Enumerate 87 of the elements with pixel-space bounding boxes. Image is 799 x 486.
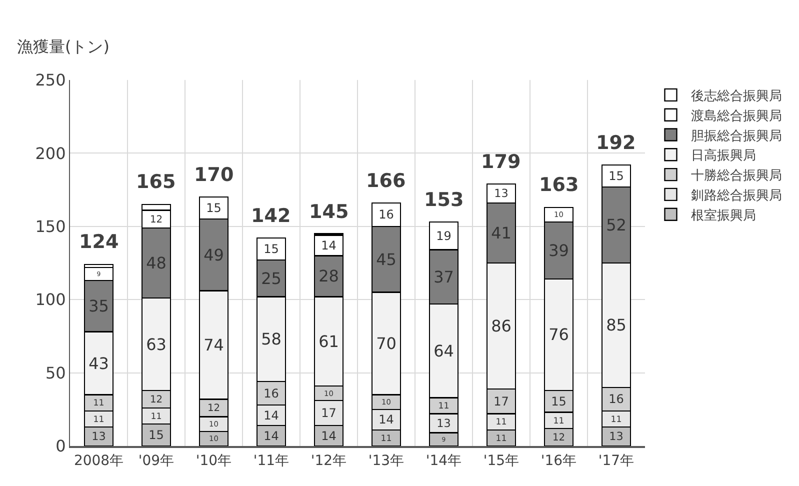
total-label: 170 — [194, 164, 234, 186]
total-label: 124 — [79, 231, 119, 253]
data-label: 11 — [438, 402, 450, 412]
data-label: 58 — [261, 330, 282, 349]
data-label: 11 — [93, 398, 104, 409]
total-label: 142 — [251, 205, 291, 227]
data-label: 15 — [206, 201, 222, 216]
data-label: 15 — [551, 394, 566, 408]
data-label: 12 — [150, 214, 163, 226]
data-label: 52 — [606, 215, 626, 234]
legend-label: 胆振総合振興局 — [690, 128, 782, 144]
data-label: 64 — [434, 341, 454, 360]
total-label: 153 — [424, 189, 464, 211]
data-label: 11 — [553, 416, 564, 426]
data-label: 39 — [548, 241, 569, 260]
data-label: 11 — [496, 434, 507, 444]
data-label: 11 — [380, 434, 392, 444]
total-label: 179 — [481, 151, 521, 173]
y-axis-title: 漁獲量(トン) — [17, 37, 110, 56]
data-label: 19 — [436, 228, 452, 243]
data-label: 14 — [321, 238, 336, 252]
x-tick-label: '16年 — [540, 452, 577, 469]
data-label: 76 — [548, 325, 569, 344]
data-label: 15 — [608, 168, 624, 183]
data-label: 61 — [318, 332, 339, 351]
total-label: 192 — [596, 132, 636, 154]
data-label: 86 — [491, 316, 512, 336]
data-label: 43 — [88, 354, 109, 373]
data-label: 14 — [321, 428, 336, 443]
data-label: 17 — [494, 394, 509, 408]
y-tick-label: 200 — [35, 144, 66, 163]
x-tick-label: 2008年 — [74, 452, 124, 469]
data-label: 35 — [88, 296, 109, 316]
x-tick-label: '11年 — [253, 452, 290, 469]
data-label: 74 — [204, 335, 224, 354]
data-label: 16 — [378, 208, 394, 222]
legend-label: 日高振興局 — [690, 148, 756, 164]
data-label: 12 — [552, 432, 566, 444]
data-label: 70 — [376, 334, 396, 354]
total-label: 165 — [136, 171, 176, 193]
data-label: 11 — [496, 418, 507, 428]
total-label: 166 — [366, 170, 406, 192]
x-tick-label: '14年 — [426, 452, 462, 469]
legend-label: 釧路総合振興局 — [690, 188, 782, 204]
data-label: 11 — [150, 412, 162, 422]
data-label: 14 — [264, 428, 279, 443]
data-label: 16 — [608, 392, 624, 406]
data-label: 11 — [610, 414, 622, 425]
data-label: 13 — [494, 187, 508, 200]
data-label: 37 — [434, 267, 454, 286]
total-label: 163 — [539, 174, 579, 196]
data-label: 14 — [378, 412, 394, 427]
data-label: 12 — [150, 394, 163, 406]
data-label: 11 — [93, 414, 104, 425]
data-label: 16 — [264, 386, 279, 400]
data-label: 13 — [436, 417, 451, 430]
legend-label: 渡島総合振興局 — [690, 108, 782, 124]
y-tick-label: 150 — [35, 217, 66, 236]
data-label: 25 — [261, 268, 282, 288]
x-tick-label: '09年 — [138, 452, 174, 469]
legend-label: 十勝総合振興局 — [690, 168, 782, 184]
data-label: 13 — [609, 430, 624, 444]
data-label: 45 — [376, 250, 396, 269]
total-label: 145 — [309, 201, 349, 223]
data-label: 12 — [207, 403, 220, 414]
data-label: 48 — [146, 254, 166, 272]
y-tick-label: 50 — [45, 363, 66, 382]
x-tick-label: '12年 — [310, 452, 347, 469]
y-tick-label: 100 — [35, 290, 66, 310]
data-label: 49 — [204, 245, 224, 264]
data-label: 41 — [491, 223, 512, 242]
data-label: 85 — [606, 316, 626, 335]
x-tick-label: '15年 — [483, 452, 520, 469]
x-tick-label: '13年 — [368, 452, 404, 469]
x-tick-label: '10年 — [196, 452, 232, 469]
data-label: 17 — [321, 406, 336, 420]
legend-label: 根室振興局 — [690, 207, 756, 224]
data-label: 15 — [148, 428, 164, 442]
y-tick-label: 250 — [35, 70, 66, 90]
legend-label: 後志総合振興局 — [690, 89, 782, 104]
data-label: 63 — [146, 334, 166, 354]
data-label: 28 — [318, 266, 339, 286]
data-label: 15 — [264, 242, 279, 256]
y-tick-label: 0 — [56, 436, 66, 456]
data-label: 13 — [92, 430, 106, 444]
x-tick-label: '17年 — [598, 452, 634, 469]
data-label: 14 — [264, 408, 279, 422]
